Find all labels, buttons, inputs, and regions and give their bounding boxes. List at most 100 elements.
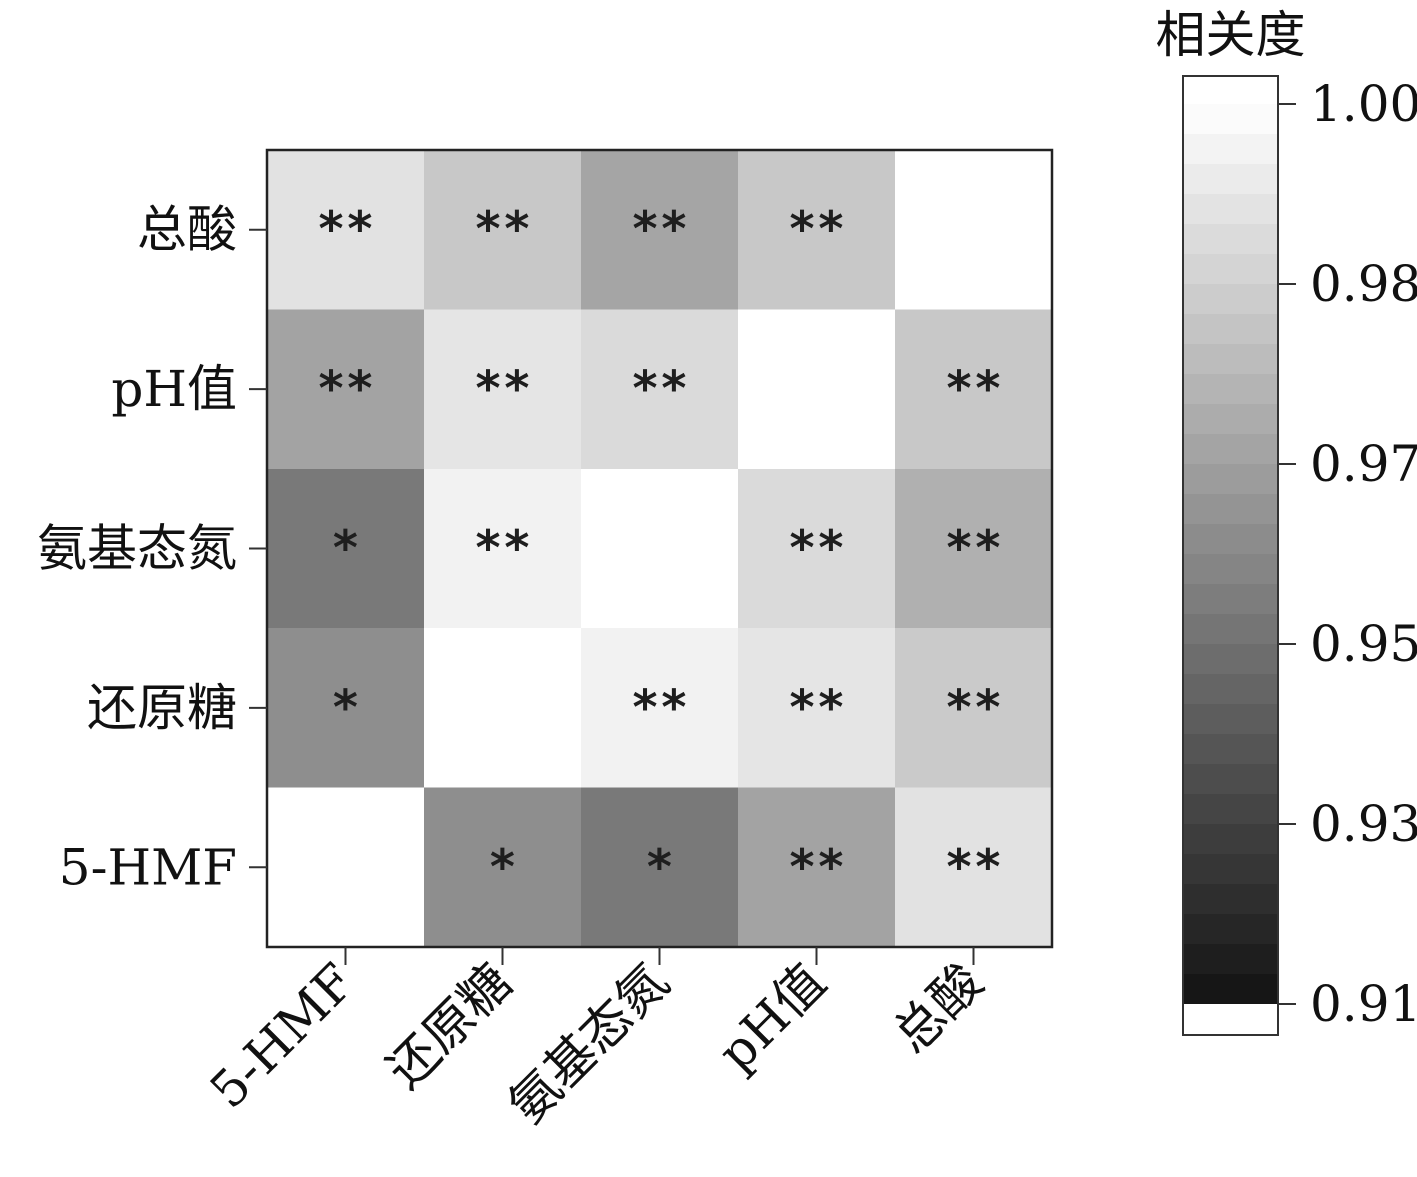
colorbar-step (1183, 794, 1278, 825)
colorbar-step (1183, 764, 1278, 795)
significance-mark-r0-c1: ** (474, 202, 532, 258)
heatmap-cell-r1-c2 (581, 309, 739, 470)
colorbar-step (1183, 524, 1278, 555)
significance-mark-r3-c0: * (331, 680, 360, 736)
colorbar-step (1183, 824, 1278, 855)
significance-mark-r4-c3: ** (788, 839, 846, 895)
colorbar-step (1183, 734, 1278, 765)
heatmap-cell-r1-c4 (895, 309, 1053, 470)
heatmap-cell-r0-c2 (581, 150, 739, 310)
colorbar-step (1183, 164, 1278, 195)
significance-mark-r2-c4: ** (945, 521, 1003, 577)
significance-marks: ** ** ** **** ** ** *** ** ** *** ** ** *** * ** ** (317, 202, 1003, 896)
colorbar-step (1183, 254, 1278, 285)
heatmap-cell-r3-c4 (895, 628, 1053, 789)
colorbar-step (1183, 344, 1278, 375)
significance-mark-r1-c0: ** (317, 361, 375, 417)
significance-mark-r2-c1: ** (474, 521, 532, 577)
heatmap-cell-r0-c1 (424, 150, 582, 310)
colorbar-tick-label: 0.97 (1310, 435, 1417, 493)
heatmap-cell-r4-c0 (267, 787, 425, 948)
colorbar-tick-label: 0.98 (1310, 255, 1417, 313)
heatmap-cell-r0-c3 (738, 150, 896, 310)
colorbar-tick-label: 0.95 (1310, 615, 1417, 673)
significance-mark-r3-c3: ** (788, 680, 846, 736)
row-label-还原糖: 还原糖 (87, 679, 237, 737)
heatmap-cell-r2-c4 (895, 468, 1053, 629)
row-label-总酸: 总酸 (137, 201, 237, 259)
column-label-ph值: pH值 (707, 952, 837, 1082)
colorbar-step (1183, 884, 1278, 915)
colorbar-step (1183, 614, 1278, 645)
significance-mark-r4-c4: ** (945, 839, 1003, 895)
column-label-氨基态氮: 氨基态氮 (498, 952, 680, 1134)
colorbar-step (1183, 644, 1278, 675)
colorbar-cap-top (1183, 76, 1278, 105)
heatmap-cell-r1-c1 (424, 309, 582, 470)
colorbar-step (1183, 434, 1278, 465)
heatmap-cell-r0-c4 (895, 150, 1053, 310)
colorbar-frame (1182, 75, 1279, 1036)
significance-mark-r2-c3: ** (788, 521, 846, 577)
significance-mark-r1-c2: ** (631, 361, 689, 417)
colorbar-step (1183, 584, 1278, 615)
heatmap-cell-r3-c1 (424, 628, 582, 789)
row-label-ph值: pH值 (111, 360, 237, 418)
heatmap-cell-r4-c3 (738, 787, 896, 948)
colorbar-step (1183, 854, 1278, 885)
colorbar-step (1183, 704, 1278, 735)
row-label-5-hmf: 5-HMF (59, 838, 237, 896)
significance-mark-r0-c3: ** (788, 202, 846, 258)
heatmap-cell-r3-c0 (267, 628, 425, 789)
heatmap-cell-r3-c2 (581, 628, 739, 789)
colorbar-step (1183, 914, 1278, 945)
significance-mark-r1-c4: ** (945, 361, 1003, 417)
heatmap-cell-r4-c1 (424, 787, 582, 948)
heatmap-cell-r1-c3 (738, 309, 896, 470)
colorbar-step (1183, 134, 1278, 165)
significance-mark-r4-c1: * (488, 839, 517, 895)
colorbar-step (1183, 554, 1278, 585)
heatmap-cell-r1-c0 (267, 309, 425, 470)
colorbar-tick-label: 0.91 (1310, 975, 1417, 1033)
colorbar-title: 相关度 (1156, 6, 1306, 64)
row-label-氨基态氮: 氨基态氮 (37, 520, 237, 578)
colorbar-step (1183, 674, 1278, 705)
significance-mark-r0-c0: ** (317, 202, 375, 258)
colorbar-step (1183, 404, 1278, 435)
heatmap-cell-r2-c0 (267, 468, 425, 629)
heatmap-cell-r0-c0 (267, 150, 425, 310)
colorbar-step (1183, 374, 1278, 405)
colorbar-step (1183, 224, 1278, 255)
significance-mark-r2-c0: * (331, 521, 360, 577)
heatmap-cell-r4-c2 (581, 787, 739, 948)
colorbar-step (1183, 314, 1278, 345)
colorbar-cap-bottom (1183, 1004, 1278, 1035)
colorbar-tick-label: 0.93 (1310, 795, 1417, 853)
colorbar-step (1183, 194, 1278, 225)
heatmap-cell-r2-c1 (424, 468, 582, 629)
significance-mark-r0-c2: ** (631, 202, 689, 258)
column-label-5-hmf: 5-HMF (199, 952, 366, 1119)
significance-mark-r3-c4: ** (945, 680, 1003, 736)
colorbar-step (1183, 284, 1278, 315)
colorbar-step (1183, 974, 1278, 1005)
heatmap-cell-r4-c4 (895, 787, 1053, 948)
heatmap-cell-r3-c3 (738, 628, 896, 789)
colorbar-tick-label: 1.00 (1310, 75, 1417, 133)
colorbar-step (1183, 104, 1278, 135)
colorbar-step (1183, 464, 1278, 495)
heatmap-cell-r2-c2 (581, 468, 739, 629)
heatmap-cell-r2-c3 (738, 468, 896, 629)
column-label-还原糖: 还原糖 (376, 952, 523, 1099)
significance-mark-r4-c2: * (645, 839, 674, 895)
significance-mark-r1-c1: ** (474, 361, 532, 417)
colorbar: 1.00 0.98 0.97 0.95 0.93 0.91 (1182, 75, 1417, 1036)
significance-mark-r3-c2: ** (631, 680, 689, 736)
colorbar-step (1183, 494, 1278, 525)
colorbar-step (1183, 944, 1278, 975)
column-label-总酸: 总酸 (882, 952, 994, 1064)
